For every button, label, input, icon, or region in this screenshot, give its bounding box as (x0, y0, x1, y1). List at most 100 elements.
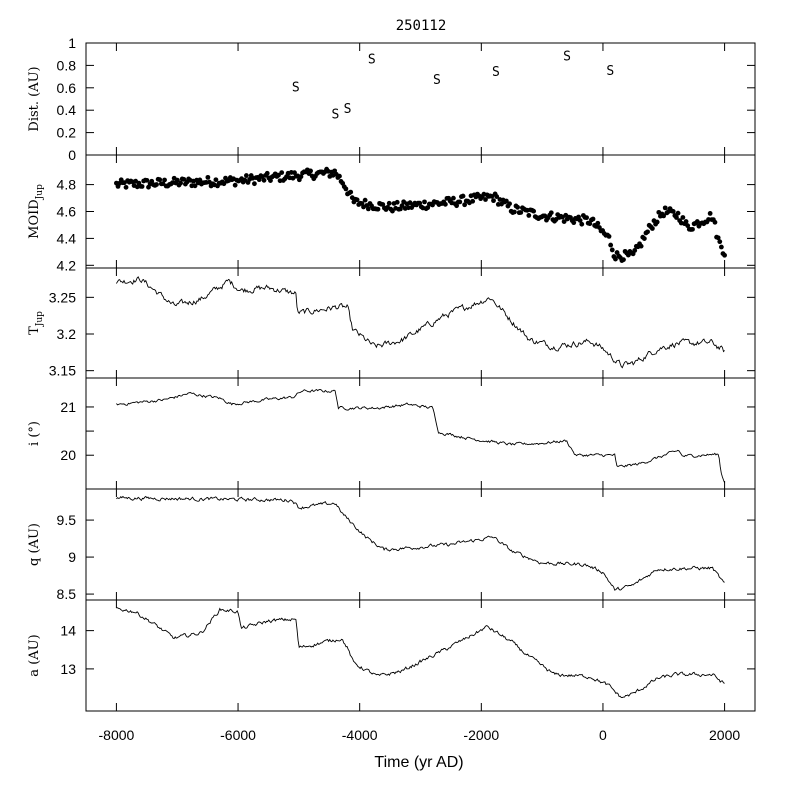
panel-frame (85, 267, 756, 379)
moid-point (425, 205, 431, 211)
y-tick-label: 0.4 (57, 102, 77, 118)
moid-point (375, 206, 381, 212)
y-tick-label: 8.5 (57, 586, 77, 602)
moid-point (252, 181, 257, 187)
y-tick-label: 0.6 (57, 80, 77, 96)
moid-point (261, 177, 267, 183)
y-tick-label: 3.15 (49, 363, 76, 379)
x-axis: -8000 -6000 -4000 -2000 0 2000 (99, 727, 741, 743)
x-tick-label: -2000 (463, 727, 499, 743)
moid-point (264, 170, 270, 176)
encounter-marker: S (492, 65, 500, 80)
y-axis-label-moid: MOIDJup (27, 184, 45, 239)
moid-point (715, 235, 721, 241)
moid-point (507, 201, 512, 207)
moid-point (491, 198, 496, 204)
moid-point (268, 178, 273, 184)
moid-point (181, 176, 187, 182)
moid-point (685, 223, 691, 229)
encounter-marker: S (344, 102, 352, 117)
moid-point (641, 236, 647, 242)
y-tick-label: 4.8 (57, 177, 77, 193)
moid-point (178, 180, 183, 186)
moid-point (590, 216, 596, 222)
moid-point (584, 215, 589, 221)
y-axis-label-text: Dist. (AU) (27, 66, 42, 131)
panel-frame (85, 154, 756, 269)
y-tick-label: 9.5 (57, 512, 77, 528)
x-tick-label: 0 (599, 727, 607, 743)
y-tick-label: 4.4 (57, 230, 77, 246)
moid-point (399, 203, 405, 209)
moid-point (661, 213, 667, 219)
moid-point (613, 256, 618, 262)
y-axis-label-tjup: TJup (27, 311, 45, 335)
series-line-incl (116, 388, 726, 484)
encounter-marker: S (563, 49, 571, 64)
y-tick-label: 3.25 (49, 289, 76, 305)
encounter-marker: S (433, 73, 441, 88)
moid-point (460, 193, 466, 199)
moid-point (531, 208, 537, 214)
panel-moid: 4.2 4.4 4.6 4.8 MOIDJup (27, 154, 756, 273)
moid-point (670, 209, 676, 214)
moid-point (298, 174, 304, 180)
moid-point (157, 177, 163, 183)
y-axis-label-incl: i (°) (27, 421, 42, 446)
moid-point (243, 173, 249, 178)
moid-point (609, 247, 615, 253)
moid-point (645, 229, 650, 235)
moid-point (483, 197, 488, 202)
moid-point (649, 226, 655, 231)
moid-point (683, 219, 689, 224)
panel-frame (85, 599, 756, 712)
moid-point (606, 234, 612, 239)
moid-point (354, 197, 360, 203)
moid-point (123, 184, 129, 190)
moid-point (511, 209, 517, 215)
moid-point (608, 242, 614, 248)
moid-point (256, 177, 262, 183)
series-line-q (116, 495, 725, 591)
y-axis-label-q: q (AU) (27, 523, 42, 566)
moid-point (548, 210, 554, 216)
y-tick-label: 0.8 (57, 57, 77, 73)
moid-point (494, 194, 500, 199)
moid-point (675, 210, 681, 216)
y-tick-label: 1 (68, 35, 76, 51)
y-axis-label-subscript: Jup (35, 184, 45, 200)
moid-point (717, 239, 723, 245)
moid-point (674, 215, 679, 220)
moid-point (470, 198, 476, 204)
y-tick-label: 20 (60, 447, 76, 463)
moid-point (621, 257, 626, 263)
moid-point (654, 219, 660, 225)
encounter-marker: S (292, 81, 300, 96)
x-tick-label: -4000 (342, 727, 378, 743)
y-axis-label-text: q (AU) (27, 523, 42, 566)
y-axis-label-text: i (°) (27, 421, 42, 446)
moid-point (662, 205, 668, 211)
moid-point (192, 183, 198, 189)
moid-point (348, 189, 354, 195)
moid-point (139, 184, 145, 189)
moid-point (205, 174, 211, 180)
chart-title: 250112 (396, 18, 447, 34)
encounter-marker: S (368, 53, 376, 68)
moid-point (450, 195, 456, 201)
moid-point (718, 244, 724, 250)
moid-point (518, 210, 524, 215)
moid-point (454, 203, 460, 209)
y-axis-label-dist: Dist. (AU) (27, 66, 42, 131)
panel-frame (85, 488, 756, 601)
moid-point (457, 199, 463, 205)
moid-point (638, 243, 644, 249)
moid-point (579, 221, 585, 227)
moid-point (577, 218, 583, 223)
panel-a: 13 14 a (AU) (27, 599, 756, 712)
x-tick-label: -6000 (220, 727, 256, 743)
y-tick-label: 14 (60, 623, 76, 639)
encounter-marker: S (606, 64, 614, 79)
